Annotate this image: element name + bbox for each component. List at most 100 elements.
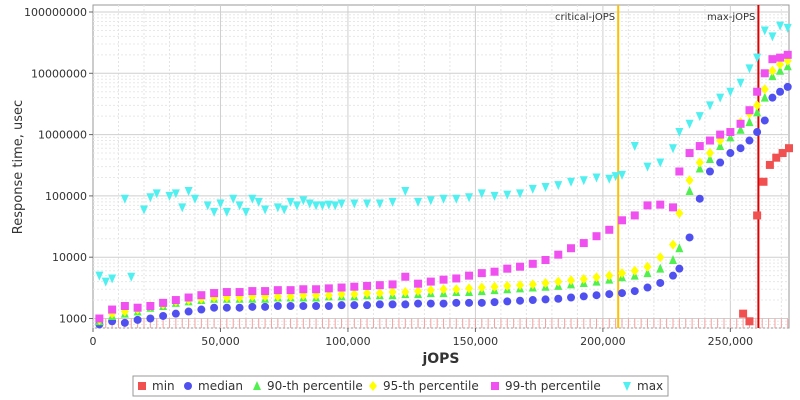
data-point (465, 283, 474, 294)
data-point (375, 281, 384, 290)
data-point (375, 300, 384, 309)
data-point (108, 305, 117, 314)
data-point (503, 297, 512, 306)
data-point (286, 197, 295, 207)
data-point (592, 272, 601, 283)
data-point (452, 194, 461, 204)
data-point (768, 65, 777, 76)
data-point (401, 187, 410, 197)
data-point (350, 282, 359, 291)
data-point (414, 299, 423, 308)
data-point (280, 205, 289, 215)
data-point (528, 296, 537, 305)
data-point (745, 136, 754, 145)
data-point (133, 303, 142, 312)
data-point (675, 243, 684, 253)
data-point (439, 284, 448, 295)
y-tick-label: 1000000 (38, 129, 87, 142)
data-point (760, 69, 769, 78)
data-point (783, 50, 792, 59)
data-point (685, 233, 694, 242)
data-point (541, 295, 550, 304)
legend-marker (491, 382, 499, 390)
series-max (95, 21, 792, 287)
data-point (350, 199, 359, 209)
data-point (783, 61, 792, 71)
data-point (783, 82, 792, 91)
data-point (350, 301, 359, 310)
data-point (605, 270, 614, 281)
legend-box (132, 375, 669, 397)
data-point (745, 64, 754, 74)
data-point (426, 277, 435, 286)
data-point (363, 199, 372, 209)
legend-label: 90-th percentile (267, 379, 363, 393)
data-point (299, 285, 308, 294)
data-point (401, 300, 410, 309)
data-point (248, 302, 257, 311)
data-point (452, 298, 461, 307)
legend-label: 95-th percentile (383, 379, 479, 393)
data-point (490, 298, 499, 307)
data-point (414, 279, 423, 288)
data-point (669, 144, 677, 154)
data-point (273, 203, 282, 213)
data-point (605, 225, 614, 234)
data-point (630, 211, 639, 220)
data-point (184, 187, 193, 197)
data-point (516, 280, 525, 291)
legend-label: max (637, 379, 663, 393)
data-point (286, 301, 295, 310)
data-point (261, 302, 270, 311)
data-point (490, 191, 499, 201)
data-point (210, 207, 219, 217)
data-point (705, 101, 714, 111)
data-point (516, 262, 525, 271)
data-point (216, 199, 225, 209)
data-point (716, 93, 725, 103)
data-point (516, 189, 525, 199)
data-point (426, 196, 435, 206)
legend-marker (623, 382, 631, 391)
data-point (528, 259, 537, 268)
data-point (753, 211, 762, 220)
data-point (669, 203, 677, 212)
data-point (592, 291, 601, 300)
legend-entry: min (138, 379, 175, 393)
data-point (765, 160, 774, 169)
data-point (190, 194, 199, 204)
data-point (618, 268, 627, 279)
data-point (490, 281, 499, 292)
data-point (210, 289, 219, 298)
data-point (375, 288, 384, 299)
data-point (184, 293, 193, 302)
data-point (139, 205, 148, 215)
data-point (375, 199, 384, 209)
data-point (669, 255, 677, 265)
data-point (685, 149, 694, 158)
data-point (184, 307, 193, 316)
data-point (299, 196, 308, 206)
data-point (299, 301, 308, 310)
data-point (503, 264, 512, 273)
annotation-label: max-jOPS (707, 12, 755, 23)
data-point (273, 286, 282, 295)
data-point (656, 200, 665, 209)
data-point (675, 208, 684, 219)
data-point (760, 92, 769, 102)
data-point (554, 276, 563, 287)
series-median (95, 82, 792, 329)
data-point (778, 149, 787, 158)
data-point (567, 177, 576, 187)
x-tick-label: 250,000 (708, 335, 754, 348)
data-point (222, 288, 231, 297)
data-point (414, 286, 423, 297)
data-point (324, 290, 333, 301)
data-point (745, 117, 754, 127)
data-point (465, 271, 474, 280)
x-axis-ticks: 0 50,000 100,000 150,000 200,000 250,000 (90, 328, 754, 348)
legend-label: min (152, 379, 175, 393)
legend-entry: 99-th percentile (491, 379, 601, 393)
data-point (736, 144, 745, 153)
data-point (120, 194, 129, 204)
